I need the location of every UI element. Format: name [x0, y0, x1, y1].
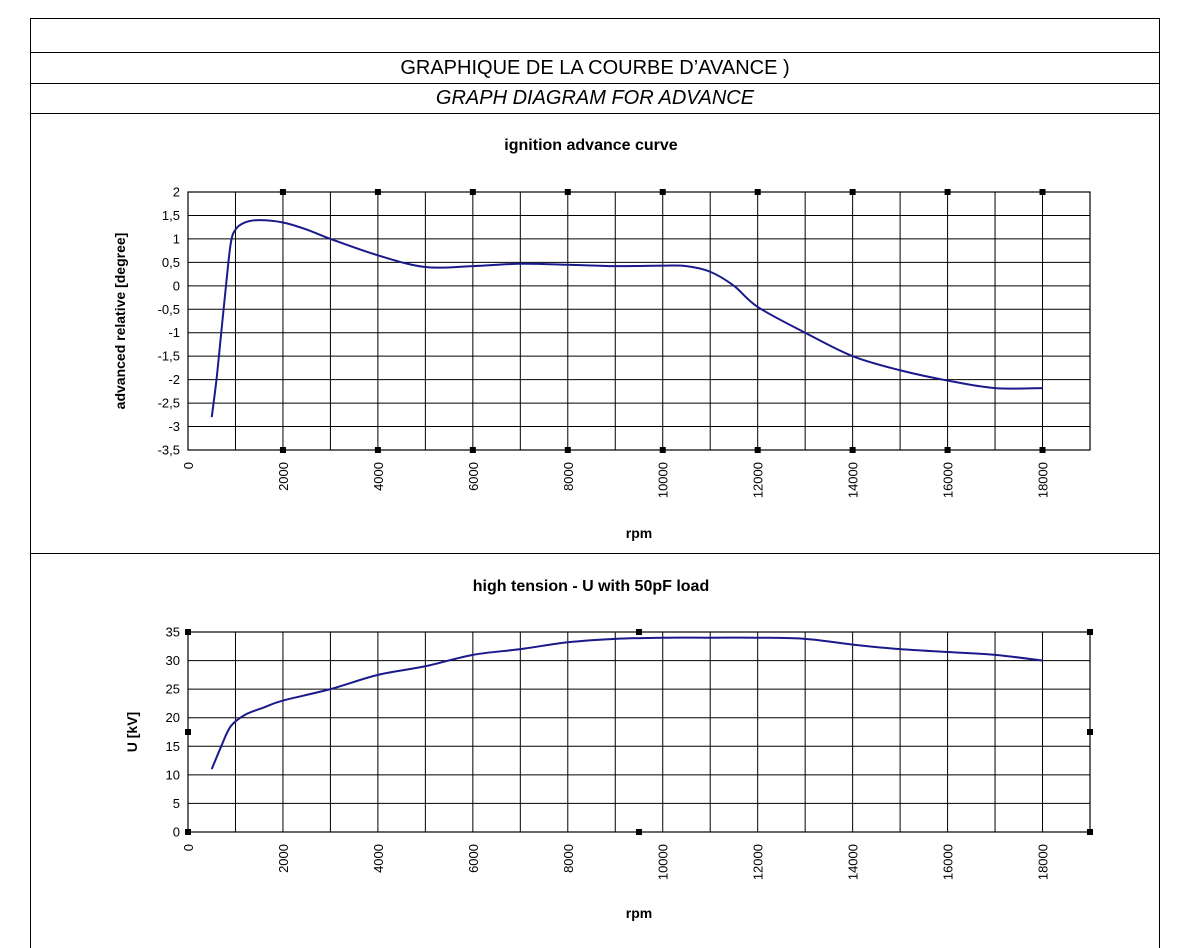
grid-marker	[1039, 447, 1046, 453]
x-tick-label: 0	[181, 844, 196, 851]
series-line	[210, 636, 1043, 770]
y-tick-label: 5	[173, 796, 180, 811]
grid-marker	[374, 189, 381, 195]
y-tick-label: 30	[166, 653, 180, 668]
grid-marker	[944, 447, 951, 453]
x-tick-label: 6000	[466, 844, 481, 873]
y-tick-label: 2	[173, 185, 180, 200]
header-title-english: GRAPH DIAGRAM FOR ADVANCE	[435, 87, 755, 109]
x-axis-label: rpm	[626, 525, 652, 541]
x-tick-label: 8000	[561, 462, 576, 491]
y-tick-label: -0,5	[158, 302, 180, 317]
x-tick-label: 18000	[1036, 462, 1051, 498]
y-tick-label: -3	[168, 419, 180, 434]
x-tick-label: 0	[181, 462, 196, 469]
y-tick-label: -1,5	[158, 349, 180, 364]
x-tick-label: 12000	[751, 462, 766, 498]
y-tick-label: -2	[168, 372, 180, 387]
divider	[30, 553, 1160, 554]
selection-handle	[185, 729, 191, 735]
chart-1: ignition advance curve 2 1,5 1 0,5 0 -0,5 -1 -1,…	[112, 137, 1091, 541]
grid-marker	[564, 189, 571, 195]
y-tick-label: 15	[166, 739, 180, 754]
y-tick-label: 20	[166, 710, 180, 725]
chart-title: high tension - U with 50pF load	[473, 578, 709, 595]
grid-marker	[1039, 189, 1046, 195]
divider	[30, 113, 1160, 114]
selection-handle	[1087, 829, 1093, 835]
grid-marker	[849, 189, 856, 195]
y-tick-label: 10	[166, 767, 180, 782]
selection-handle	[1087, 629, 1093, 635]
y-tick-label: 35	[166, 625, 180, 640]
x-tick-label: 18000	[1036, 844, 1051, 880]
x-tick-label: 16000	[941, 462, 956, 498]
selection-handle	[185, 629, 191, 635]
grid-marker	[564, 447, 571, 453]
divider	[30, 52, 1160, 53]
x-tick-label: 4000	[371, 462, 386, 491]
plot-area	[187, 631, 1091, 833]
grid-marker	[469, 189, 476, 195]
grid-marker	[279, 447, 286, 453]
x-tick-label: 8000	[561, 844, 576, 873]
chart-title: ignition advance curve	[504, 137, 677, 154]
grid-marker	[659, 189, 666, 195]
y-tick-label: -2,5	[158, 396, 180, 411]
x-tick-label: 4000	[371, 844, 386, 873]
grid-marker	[659, 447, 666, 453]
selection-handle	[185, 829, 191, 835]
x-tick-label: 10000	[656, 844, 671, 880]
grid-marker	[374, 447, 381, 453]
x-tick-label: 14000	[846, 844, 861, 880]
y-tick-label: 0	[173, 825, 180, 840]
y-tick-label: 25	[166, 682, 180, 697]
selection-handle	[636, 629, 642, 635]
grid-marker	[849, 447, 856, 453]
grid-marker	[754, 189, 761, 195]
y-axis-label: advanced relative [degree]	[112, 233, 128, 410]
x-axis-label: rpm	[626, 905, 652, 921]
y-tick-label: -3,5	[158, 443, 180, 458]
x-tick-label: 2000	[276, 844, 291, 873]
grid-marker	[469, 447, 476, 453]
chart-2: high tension - U with 50pF load 35 30 25 20 1…	[124, 578, 1093, 921]
selection-handle	[636, 829, 642, 835]
x-tick-label: 12000	[751, 844, 766, 880]
y-tick-label: 0	[173, 278, 180, 293]
series-line	[210, 219, 1043, 418]
x-tick-label: 14000	[846, 462, 861, 498]
document-frame	[30, 18, 1160, 948]
grid-marker	[279, 189, 286, 195]
x-tick-label: 2000	[276, 462, 291, 491]
y-tick-label: 0,5	[162, 255, 180, 270]
x-tick-label: 6000	[466, 462, 481, 491]
grid-marker	[944, 189, 951, 195]
x-tick-label: 16000	[941, 844, 956, 880]
y-tick-label: 1	[173, 231, 180, 246]
y-tick-label: 1,5	[162, 208, 180, 223]
y-tick-label: -1	[168, 325, 180, 340]
y-axis-label: U [kV]	[124, 712, 140, 752]
grid-marker	[754, 447, 761, 453]
selection-handle	[1087, 729, 1093, 735]
plot-area	[187, 191, 1091, 451]
x-tick-label: 10000	[656, 462, 671, 498]
divider	[30, 83, 1160, 84]
header-title-french: GRAPHIQUE DE LA COURBE D’AVANCE )	[400, 57, 790, 79]
